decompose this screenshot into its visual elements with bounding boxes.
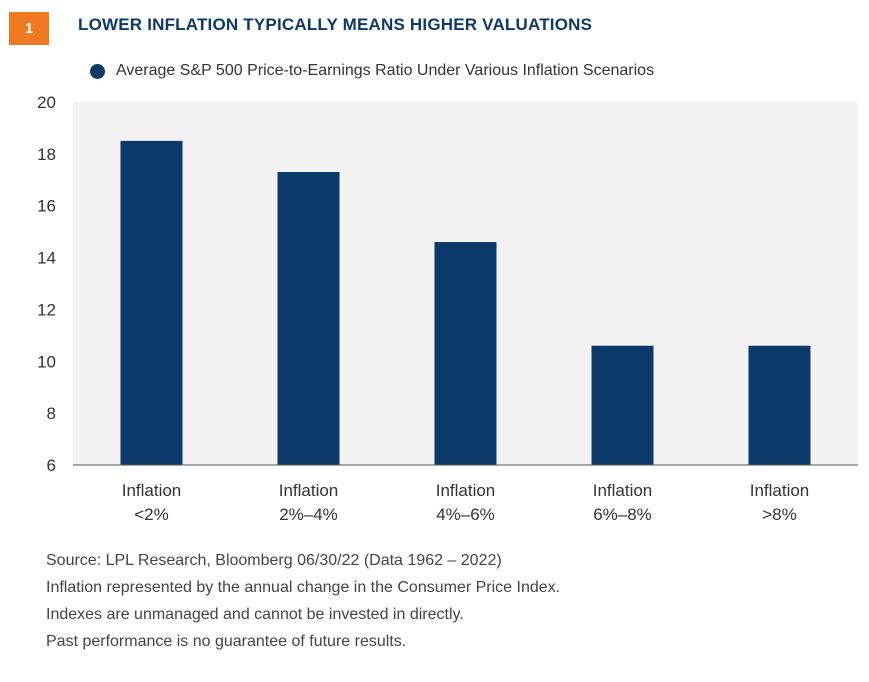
- x-tick-label: Inflation: [279, 481, 339, 500]
- y-tick-label: 6: [47, 456, 56, 475]
- footnote-performance: Past performance is no guarantee of futu…: [46, 633, 407, 650]
- y-tick-label: 12: [37, 300, 56, 319]
- x-tick-label: Inflation: [122, 481, 182, 500]
- source-note: Source: LPL Research, Bloomberg 06/30/22…: [46, 552, 502, 569]
- bar-0: [120, 140, 183, 465]
- bar-chart: 20 18 16 14 12 10 8 6 Inflation <2% Inflation 2%–4…: [37, 93, 858, 524]
- footnote-inflation: Inflation represented by the annual chan…: [46, 579, 561, 596]
- x-tick-label: Inflation: [750, 481, 810, 500]
- x-tick-label: Inflation: [436, 481, 496, 500]
- x-tick-label: 2%–4%: [279, 505, 338, 524]
- bar-3: [591, 345, 654, 465]
- x-tick-label: <2%: [134, 505, 169, 524]
- footnotes: Source: LPL Research, Bloomberg 06/30/22…: [46, 552, 560, 660]
- y-tick-label: 10: [37, 352, 56, 371]
- x-tick-label: Inflation: [593, 481, 653, 500]
- x-tick-label: 6%–8%: [593, 505, 652, 524]
- bar-1: [277, 172, 340, 465]
- bar-2: [434, 242, 497, 465]
- y-tick-label: 16: [37, 197, 56, 216]
- x-tick-label: 4%–6%: [436, 505, 495, 524]
- y-tick-label: 14: [37, 249, 56, 268]
- chart-title: LOWER INFLATION TYPICALLY MEANS HIGHER V…: [78, 15, 593, 34]
- legend-marker-icon: [90, 63, 105, 79]
- y-axis: 20 18 16 14 12 10 8 6: [37, 93, 56, 475]
- y-tick-label: 18: [37, 145, 56, 164]
- x-tick-label: >8%: [762, 505, 797, 524]
- y-tick-label: 8: [47, 404, 56, 423]
- y-tick-label: 20: [37, 93, 56, 112]
- legend-label: Average S&P 500 Price-to-Earnings Ratio …: [116, 62, 655, 79]
- bars: [120, 140, 811, 465]
- x-axis: Inflation <2% Inflation 2%–4% Inflation 4%–6%…: [122, 481, 810, 524]
- footnote-indexes: Indexes are unmanaged and cannot be inve…: [46, 606, 464, 623]
- legend: Average S&P 500 Price-to-Earnings Ratio …: [90, 62, 654, 80]
- figure-number-badge: 1: [9, 12, 49, 45]
- bar-4: [748, 345, 811, 465]
